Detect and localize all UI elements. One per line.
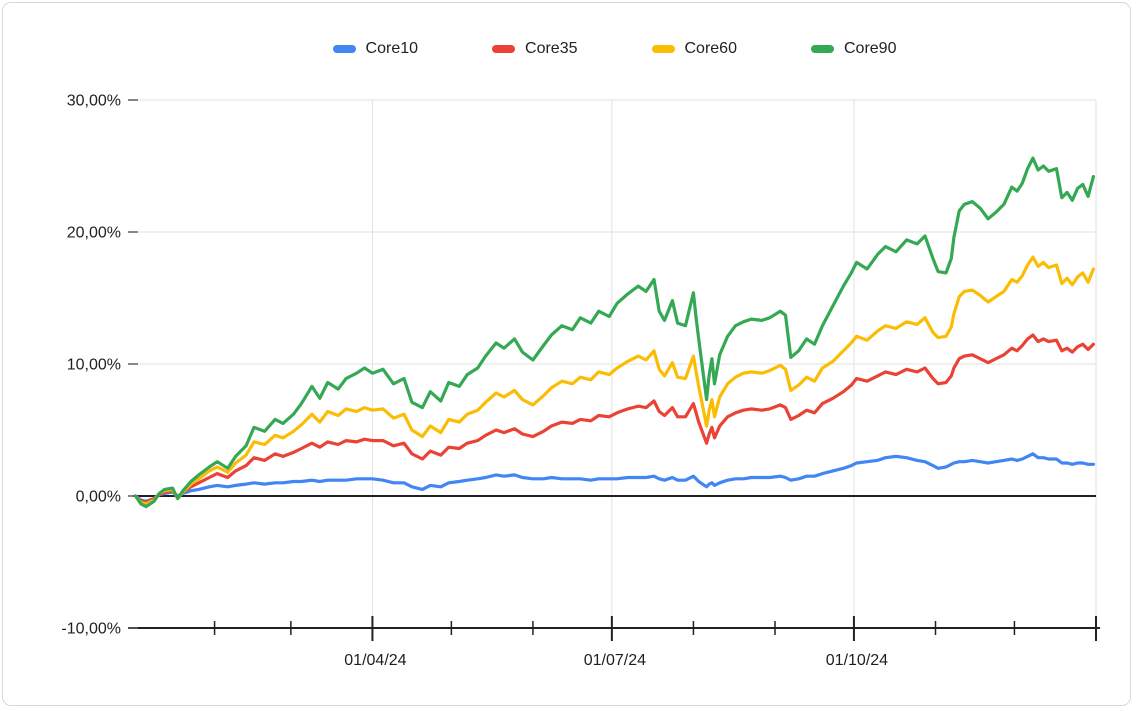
x-axis-label: 01/07/24 — [584, 652, 646, 669]
line-chart: 30,00% 20,00% 10,00% 0,00% -10,00% 01/04/24 01… — [61, 93, 1100, 669]
series-line-core10 — [134, 452, 1095, 503]
y-axis-label: 0,00% — [76, 489, 121, 506]
y-axis-label: 20,00% — [67, 225, 121, 242]
y-axis-label: 10,00% — [67, 357, 121, 374]
series-line-core90 — [134, 156, 1095, 509]
x-axis-label: 01/04/24 — [344, 652, 406, 669]
y-axis-label: 30,00% — [67, 93, 121, 110]
series-line-core35 — [134, 333, 1095, 505]
series-line-core60 — [134, 255, 1095, 506]
x-axis-label: 01/10/24 — [826, 652, 888, 669]
y-axis-label: -10,00% — [61, 621, 121, 638]
